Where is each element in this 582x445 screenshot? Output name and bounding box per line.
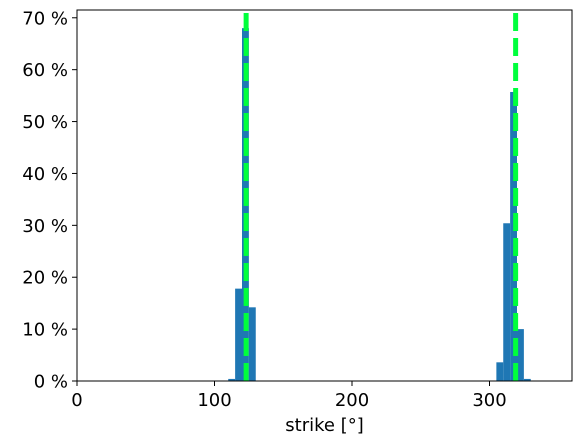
y-tick-label-1: 10 % xyxy=(22,320,68,341)
histogram-bar-1 xyxy=(235,288,242,381)
x-tick-label-3: 300 xyxy=(472,390,506,411)
histogram-bar-0 xyxy=(228,378,236,381)
histogram-bar-5 xyxy=(503,223,511,381)
y-tick-label-7: 70 % xyxy=(22,8,68,29)
x-axis-label: strike [°] xyxy=(285,415,363,436)
histogram-bar-4 xyxy=(496,362,504,381)
y-tick-label-0: 0 % xyxy=(34,372,68,393)
reference-lines-layer xyxy=(243,10,519,381)
y-tick-label-2: 20 % xyxy=(22,268,68,289)
x-tick-label-0: 0 xyxy=(71,390,82,411)
y-tick-label-3: 30 % xyxy=(22,216,68,237)
histogram-bar-7 xyxy=(517,329,524,381)
y-tick-label-4: 40 % xyxy=(22,164,68,185)
histogram-bar-8 xyxy=(523,378,531,381)
plot-frame xyxy=(76,9,573,382)
x-tick-label-2: 200 xyxy=(335,390,369,411)
y-axis-ticks: 0 % 10 % 20 % 30 % 40 % 50 % 60 % 70 % xyxy=(22,8,77,393)
y-tick-label-5: 50 % xyxy=(22,112,68,133)
histogram-bar-6 xyxy=(510,91,517,381)
x-axis-ticks: 0 100 200 300 xyxy=(71,381,507,411)
histogram-bar-3 xyxy=(248,307,256,381)
y-tick-label-6: 60 % xyxy=(22,60,68,81)
x-tick-label-1: 100 xyxy=(197,390,231,411)
